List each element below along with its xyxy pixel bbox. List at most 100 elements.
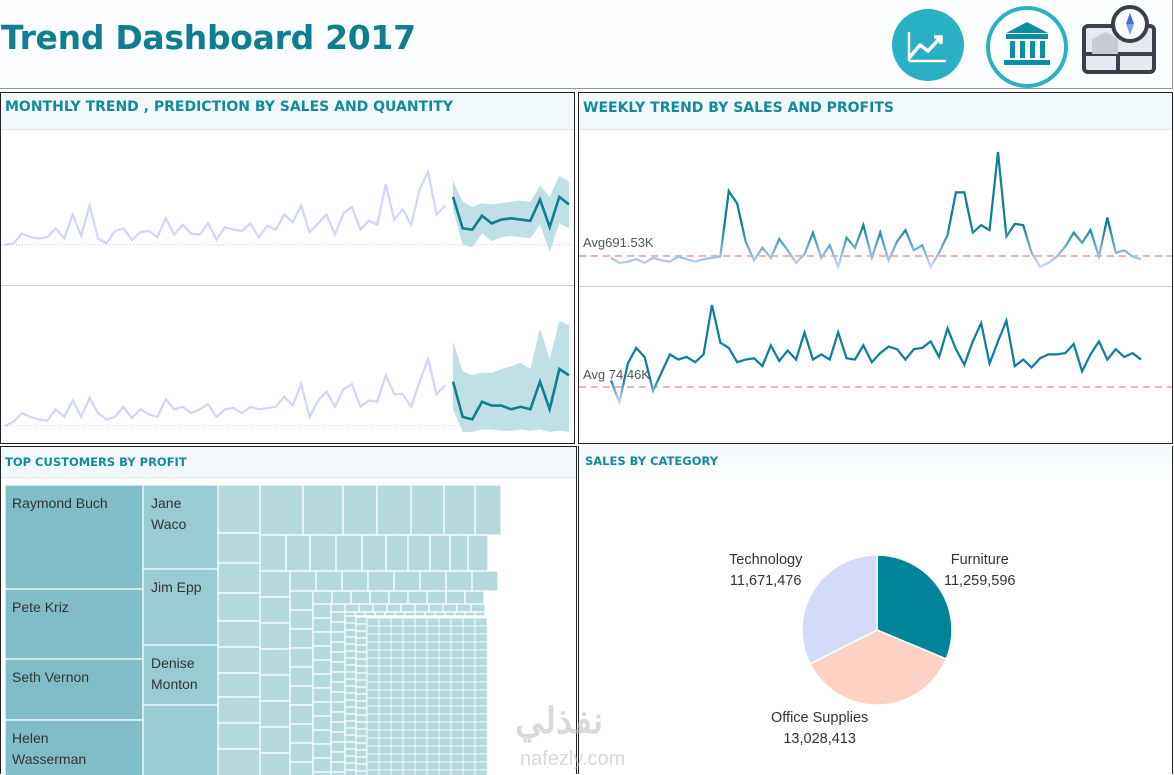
- monthly-chart[interactable]: [1, 129, 574, 443]
- treemap-cell: [260, 701, 290, 727]
- treemap-cell: [446, 591, 465, 604]
- treemap-cell: [451, 722, 463, 730]
- treemap-cell: [218, 647, 260, 673]
- treemap-cell: [343, 485, 377, 535]
- treemap-cell: [367, 714, 379, 722]
- treemap-cell: [313, 604, 331, 618]
- treemap-cell: [439, 650, 451, 658]
- treemap-cell: [427, 770, 439, 775]
- treemap-cell: [367, 618, 379, 626]
- treemap-cell: [403, 682, 415, 690]
- treemap-cell: [386, 535, 408, 571]
- treemap-cell: [356, 652, 367, 659]
- treemap-cell: [290, 629, 313, 648]
- treemap-cell: [290, 610, 313, 629]
- treemap-cell: [379, 626, 391, 634]
- treemap-cell: [391, 658, 403, 666]
- treemap-cell: [411, 485, 444, 535]
- treemap-cell: [367, 722, 379, 730]
- treemap-cell: [430, 535, 450, 571]
- treemap-cell: [391, 682, 403, 690]
- treemap-cell: [218, 563, 260, 593]
- avg-profit-label: Avg 74.46K: [583, 367, 650, 382]
- treemap-cell: [379, 738, 391, 746]
- treemap-cell: [356, 715, 367, 722]
- weekly-chart[interactable]: [579, 129, 1172, 443]
- treemap-cell: [439, 642, 451, 650]
- treemap-cell: [427, 682, 439, 690]
- treemap-cell: [345, 630, 356, 637]
- treemap-cell: [367, 738, 379, 746]
- customer-label: Helen Wasserman: [12, 728, 112, 770]
- treemap-cell: [356, 631, 367, 638]
- treemap-cell: [439, 722, 451, 730]
- treemap-cell: [391, 674, 403, 682]
- treemap-cell: [345, 742, 356, 749]
- treemap-cell: [313, 716, 331, 730]
- map-compass-icon[interactable]: [1078, 4, 1160, 82]
- treemap-cell: [475, 714, 487, 722]
- treemap-cell: [451, 730, 463, 738]
- top-customers-panel: TOP CUSTOMERS BY PROFIT Raymond Buch Jan…: [0, 446, 577, 774]
- treemap-cell: [415, 762, 427, 770]
- bank-icon[interactable]: [984, 4, 1070, 90]
- treemap-cell: [260, 623, 290, 649]
- treemap-cell: [345, 700, 356, 707]
- treemap-cell: [345, 644, 356, 651]
- treemap-cell: [331, 712, 345, 722]
- treemap-cell: [475, 485, 501, 535]
- treemap-cell: [475, 682, 487, 690]
- watermark-logo: نفذلي: [515, 700, 603, 742]
- treemap-cell: [439, 714, 451, 722]
- forecast-band: [453, 321, 569, 432]
- treemap-cell: [367, 698, 379, 706]
- treemap-cell: [415, 626, 427, 634]
- treemap-cell: [439, 730, 451, 738]
- treemap-cell: [331, 762, 345, 772]
- treemap-cell: [367, 730, 379, 738]
- pie-category-value: 11,259,596: [944, 571, 1016, 592]
- treemap-cell: [379, 722, 391, 730]
- treemap-cell: [475, 634, 487, 642]
- treemap-cell: [415, 658, 427, 666]
- treemap-cell: [313, 674, 331, 688]
- treemap-cell: [367, 706, 379, 714]
- treemap-cell: [451, 634, 463, 642]
- treemap-cell: [427, 666, 439, 674]
- treemap-cell: [475, 642, 487, 650]
- treemap-cell: [290, 571, 316, 591]
- treemap-cell: [391, 738, 403, 746]
- treemap-cell: [313, 744, 331, 758]
- treemap-cell: [260, 485, 303, 535]
- treemap-cell: [451, 754, 463, 762]
- treemap-cell: [379, 650, 391, 658]
- trend-chart-icon[interactable]: [888, 4, 968, 84]
- treemap-cell: [427, 698, 439, 706]
- treemap-cell: [367, 642, 379, 650]
- category-pie-chart[interactable]: [579, 446, 1172, 774]
- pie-category-name: Office Supplies: [771, 708, 868, 729]
- treemap-cell: [218, 673, 260, 697]
- treemap-cell: [345, 651, 356, 658]
- treemap-cell: [475, 754, 487, 762]
- treemap-cell: [415, 604, 429, 612]
- treemap-cell: [218, 621, 260, 647]
- treemap-cell: [379, 690, 391, 698]
- treemap-cell: [290, 705, 313, 724]
- treemap-cell: [345, 763, 356, 770]
- treemap-cell: [415, 730, 427, 738]
- treemap-cell: [468, 535, 488, 571]
- treemap-cell: [475, 690, 487, 698]
- treemap-cell: [475, 666, 487, 674]
- treemap-cell: [403, 650, 415, 658]
- customer-label: Pete Kriz: [12, 597, 69, 618]
- treemap-cell: [403, 714, 415, 722]
- treemap-cell: [451, 682, 463, 690]
- treemap-cell: [391, 754, 403, 762]
- treemap-cell: [415, 754, 427, 762]
- treemap-cell: [313, 646, 331, 660]
- treemap-cell: [451, 618, 463, 626]
- treemap-cell: [439, 690, 451, 698]
- treemap-cell: [290, 724, 313, 743]
- treemap-cell: [331, 752, 345, 762]
